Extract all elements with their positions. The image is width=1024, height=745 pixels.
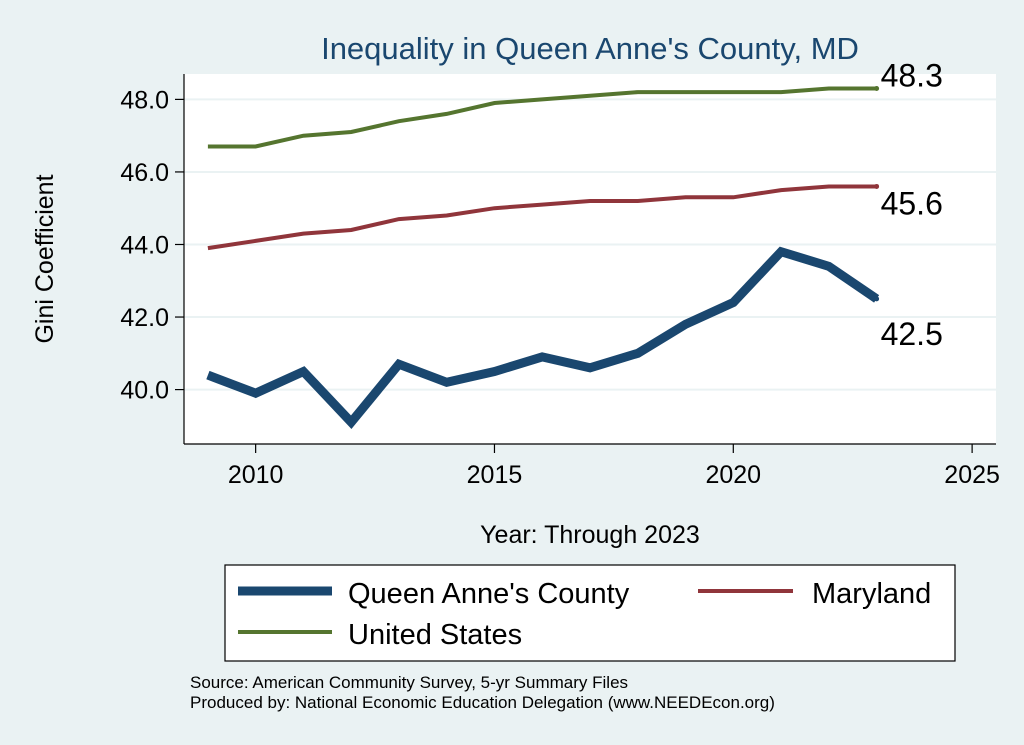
x-tick-label: 2025 xyxy=(944,461,1000,489)
series-lines xyxy=(206,86,880,430)
x-tick-label: 2010 xyxy=(228,461,284,489)
source-note: Source: American Community Survey, 5-yr … xyxy=(190,673,628,692)
legend: Queen Anne's County Maryland United States xyxy=(238,578,931,651)
chart-title: Inequality in Queen Anne's County, MD xyxy=(321,31,859,66)
legend-label-maryland: Maryland xyxy=(812,578,931,610)
legend-label-united-states: United States xyxy=(348,619,522,651)
x-tick-label: 2020 xyxy=(705,461,761,489)
series-line-united-states xyxy=(207,86,877,149)
end-label-maryland: 45.6 xyxy=(881,185,943,221)
produced-by-note: Produced by: National Economic Education… xyxy=(190,693,775,712)
x-axis-ticks: 2010 2015 2020 2025 xyxy=(228,444,1000,489)
end-label-queen-anne-s-county: 42.5 xyxy=(881,316,943,352)
gridlines xyxy=(184,98,996,391)
series-end-point-united-states xyxy=(874,86,880,92)
series-end-point-maryland xyxy=(874,183,880,189)
y-axis-ticks: 40.0 42.0 44.0 46.0 48.0 xyxy=(120,86,184,405)
y-axis-title: Gini Coefficient xyxy=(31,174,59,343)
series-line-maryland xyxy=(207,184,877,251)
end-labels: 42.5 45.6 48.3 xyxy=(881,58,943,352)
y-tick-label: 44.0 xyxy=(120,231,169,259)
legend-box xyxy=(224,564,956,662)
plot-area xyxy=(184,74,996,444)
legend-label-queen-anne-s-county: Queen Anne's County xyxy=(348,578,630,610)
series-line-queen-anne-s-county xyxy=(206,246,880,430)
y-tick-label: 48.0 xyxy=(120,86,169,114)
end-label-united-states: 48.3 xyxy=(881,58,943,94)
y-tick-label: 46.0 xyxy=(120,159,169,187)
y-tick-label: 42.0 xyxy=(120,304,169,332)
y-tick-label: 40.0 xyxy=(120,377,169,405)
x-axis-title: Year: Through 2023 xyxy=(480,521,700,549)
series-end-point-queen-anne-s-county xyxy=(874,296,880,302)
x-tick-label: 2015 xyxy=(467,461,523,489)
